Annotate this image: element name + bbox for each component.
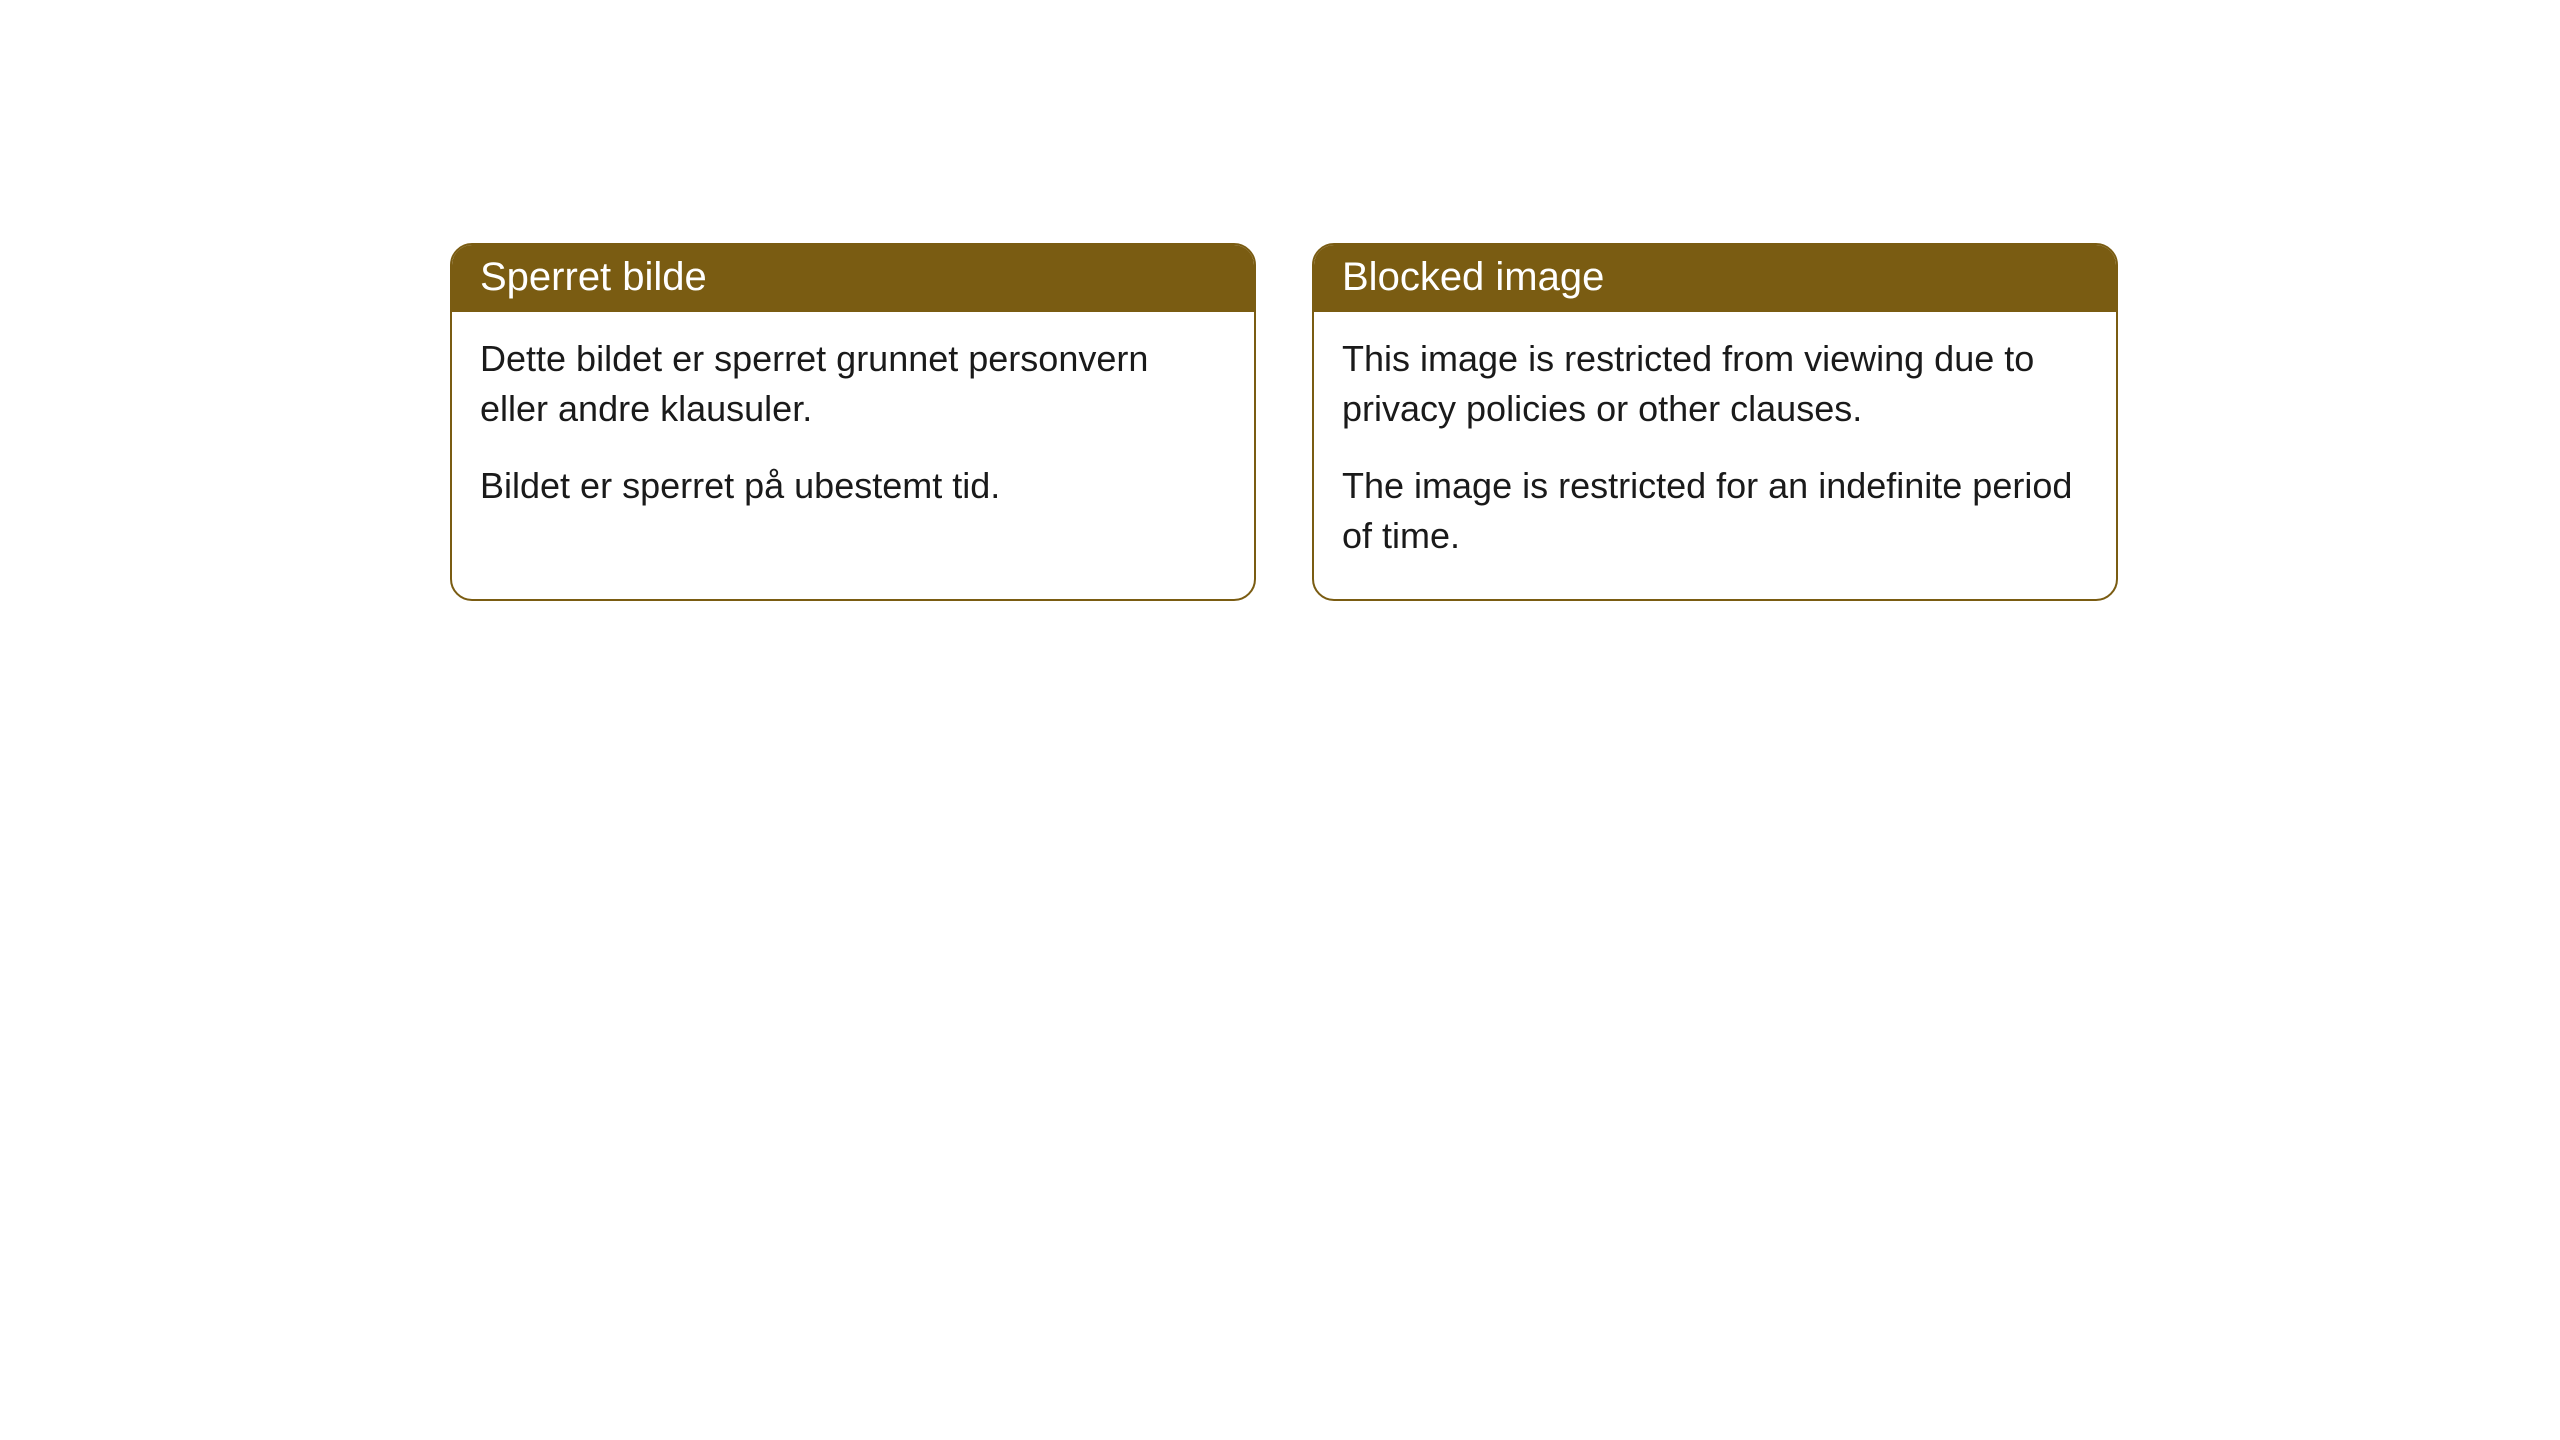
card-body-norwegian: Dette bildet er sperret grunnet personve…	[452, 312, 1254, 549]
card-paragraph: Bildet er sperret på ubestemt tid.	[480, 461, 1226, 511]
card-header-norwegian: Sperret bilde	[452, 245, 1254, 312]
card-header-english: Blocked image	[1314, 245, 2116, 312]
cards-container: Sperret bilde Dette bildet er sperret gr…	[0, 0, 2560, 601]
card-title: Sperret bilde	[480, 255, 707, 299]
card-paragraph: The image is restricted for an indefinit…	[1342, 461, 2088, 560]
card-paragraph: Dette bildet er sperret grunnet personve…	[480, 334, 1226, 433]
card-norwegian: Sperret bilde Dette bildet er sperret gr…	[450, 243, 1256, 601]
card-body-english: This image is restricted from viewing du…	[1314, 312, 2116, 599]
card-paragraph: This image is restricted from viewing du…	[1342, 334, 2088, 433]
card-title: Blocked image	[1342, 255, 1604, 299]
card-english: Blocked image This image is restricted f…	[1312, 243, 2118, 601]
